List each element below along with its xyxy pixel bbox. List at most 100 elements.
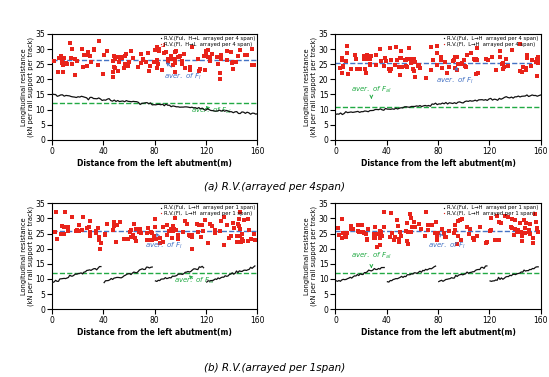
Point bbox=[473, 45, 481, 51]
Point bbox=[181, 218, 189, 224]
Point bbox=[247, 236, 255, 242]
Point bbox=[498, 66, 507, 72]
Point bbox=[387, 230, 396, 236]
Point bbox=[385, 234, 394, 240]
Point bbox=[60, 209, 69, 215]
Point bbox=[110, 65, 119, 71]
Point bbox=[450, 230, 459, 236]
Legend: R.V.(Ful,  H→L  arrayed per 4 span), R.V.(Fl,  H→L  arrayed per 4 span): R.V.(Ful, H→L arrayed per 4 span), R.V.(… bbox=[159, 35, 256, 48]
Point bbox=[109, 74, 118, 80]
Point bbox=[360, 56, 368, 62]
Point bbox=[464, 231, 473, 237]
Point bbox=[432, 219, 440, 225]
Point bbox=[52, 236, 61, 242]
Point bbox=[400, 57, 409, 63]
Point bbox=[111, 56, 120, 62]
Point bbox=[533, 225, 542, 231]
Point bbox=[64, 228, 72, 234]
Point bbox=[528, 57, 536, 63]
Point bbox=[163, 222, 171, 228]
Point bbox=[200, 52, 209, 58]
Point bbox=[72, 228, 81, 234]
Point bbox=[59, 69, 68, 75]
Point bbox=[212, 54, 221, 60]
Point bbox=[471, 56, 480, 62]
Point bbox=[77, 227, 86, 233]
Point bbox=[169, 223, 177, 229]
Text: (a) R.V.(arrayed per 4span): (a) R.V.(arrayed per 4span) bbox=[204, 182, 345, 192]
Point bbox=[441, 234, 450, 241]
Point bbox=[116, 55, 125, 61]
Point bbox=[438, 226, 447, 232]
Point bbox=[453, 61, 462, 67]
Point bbox=[522, 220, 530, 226]
Point bbox=[360, 66, 369, 72]
Point bbox=[511, 226, 520, 232]
Point bbox=[247, 62, 256, 68]
Point bbox=[488, 54, 497, 60]
Point bbox=[525, 231, 534, 237]
Point bbox=[401, 63, 410, 69]
Point bbox=[461, 63, 469, 69]
Point bbox=[401, 57, 410, 63]
Point bbox=[387, 66, 396, 72]
Point bbox=[361, 231, 370, 237]
Point bbox=[217, 218, 226, 224]
Point bbox=[504, 63, 513, 69]
Point bbox=[155, 234, 164, 241]
Point bbox=[119, 236, 128, 242]
Point bbox=[534, 60, 542, 66]
Point bbox=[534, 54, 543, 60]
Point bbox=[434, 230, 442, 236]
Point bbox=[430, 230, 439, 236]
Point bbox=[373, 244, 382, 250]
Point bbox=[407, 215, 416, 221]
Point bbox=[398, 64, 407, 70]
Point bbox=[101, 231, 110, 238]
Point bbox=[452, 67, 461, 74]
Point bbox=[370, 234, 379, 241]
Point bbox=[232, 59, 241, 65]
Point bbox=[496, 48, 505, 54]
Point bbox=[518, 238, 526, 244]
Y-axis label: Longitudinal resistance
(kN per rail support per track): Longitudinal resistance (kN per rail sup… bbox=[304, 206, 317, 306]
Point bbox=[202, 52, 211, 58]
Point bbox=[346, 226, 355, 232]
Point bbox=[211, 230, 220, 236]
Point bbox=[89, 48, 98, 54]
Point bbox=[130, 221, 138, 227]
Point bbox=[424, 227, 433, 233]
Point bbox=[80, 52, 88, 58]
Point bbox=[72, 227, 81, 233]
Point bbox=[495, 219, 503, 225]
Point bbox=[470, 56, 479, 62]
Point bbox=[463, 52, 472, 58]
Point bbox=[451, 65, 460, 71]
Point bbox=[183, 221, 192, 227]
Point bbox=[100, 52, 109, 58]
Point bbox=[205, 221, 214, 227]
Point bbox=[483, 57, 492, 63]
Point bbox=[94, 38, 103, 44]
Point bbox=[102, 221, 111, 227]
Point bbox=[406, 229, 415, 235]
Point bbox=[242, 52, 251, 58]
Point bbox=[524, 227, 533, 233]
Point bbox=[68, 46, 76, 52]
Point bbox=[124, 236, 133, 242]
Point bbox=[516, 68, 524, 74]
Point bbox=[235, 46, 244, 52]
Point bbox=[453, 233, 462, 239]
Point bbox=[472, 71, 481, 77]
Point bbox=[184, 232, 193, 238]
Point bbox=[502, 56, 511, 62]
Point bbox=[156, 239, 165, 245]
Point bbox=[335, 65, 344, 71]
Point bbox=[380, 63, 389, 69]
Point bbox=[120, 53, 129, 59]
Point bbox=[59, 230, 68, 236]
Point bbox=[151, 216, 160, 222]
Point bbox=[516, 219, 525, 225]
Point bbox=[386, 210, 395, 216]
Point bbox=[408, 58, 417, 64]
